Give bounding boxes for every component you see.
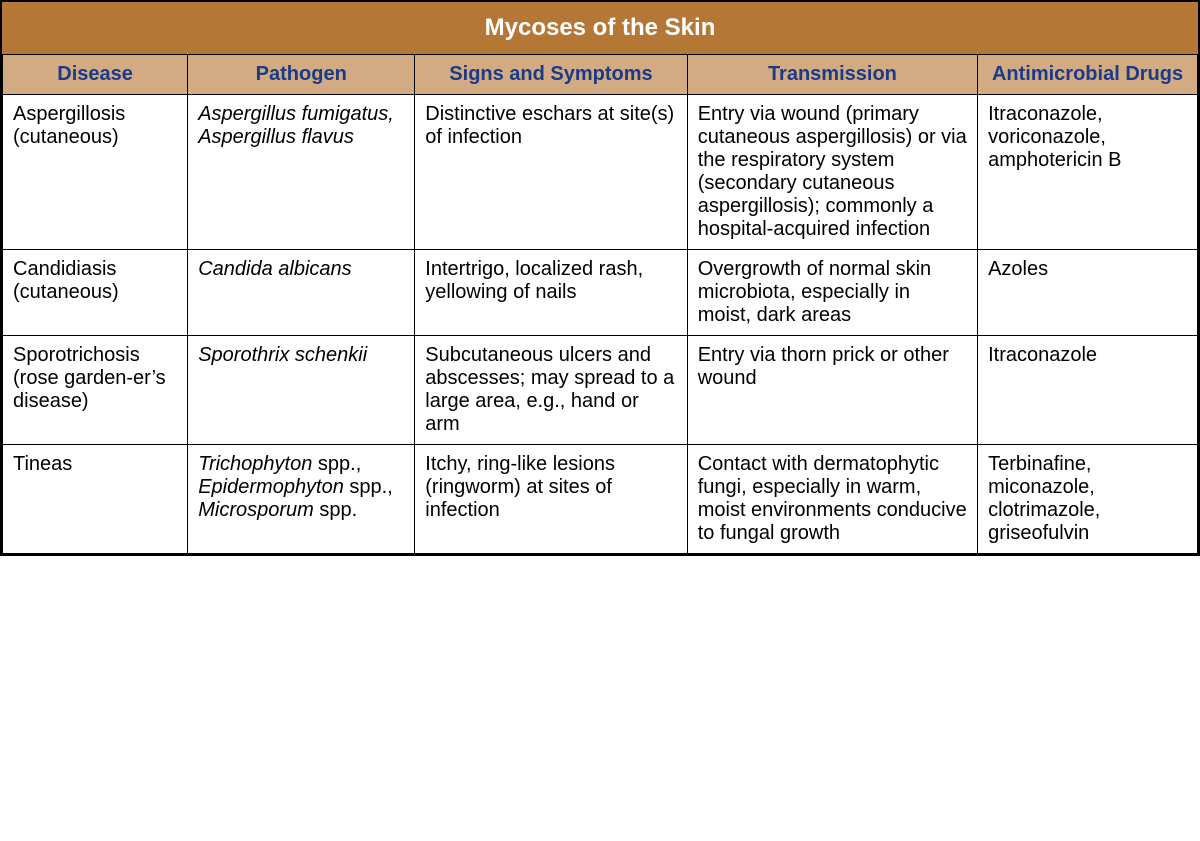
cell-disease: Tineas [3, 445, 188, 554]
cell-signs: Distinctive eschars at site(s) of infect… [415, 95, 687, 250]
cell-transmission: Overgrowth of normal skin microbiota, es… [687, 250, 977, 336]
cell-pathogen: Sporothrix schenkii [188, 336, 415, 445]
table-title: Mycoses of the Skin [2, 2, 1198, 54]
table-row: Candidiasis (cutaneous)Candida albicansI… [3, 250, 1198, 336]
table-row: Sporotrichosis (rose garden‑er’s disease… [3, 336, 1198, 445]
cell-pathogen: Candida albicans [188, 250, 415, 336]
cell-disease: Sporotrichosis (rose garden‑er’s disease… [3, 336, 188, 445]
cell-signs: Intertrigo, localized rash, yellowing of… [415, 250, 687, 336]
header-row: DiseasePathogenSigns and SymptomsTransmi… [3, 55, 1198, 95]
cell-drugs: Terbinafine, miconazole, clotrimazole, g… [978, 445, 1198, 554]
cell-disease: Candidiasis (cutaneous) [3, 250, 188, 336]
cell-drugs: Azoles [978, 250, 1198, 336]
col-header-1: Pathogen [188, 55, 415, 95]
table-head: DiseasePathogenSigns and SymptomsTransmi… [3, 55, 1198, 95]
cell-transmission: Entry via wound (primary cutaneous asper… [687, 95, 977, 250]
cell-pathogen: Trichophyton spp., Epidermophyton spp., … [188, 445, 415, 554]
col-header-2: Signs and Symptoms [415, 55, 687, 95]
cell-pathogen: Aspergillus fumigatus, Aspergillus flavu… [188, 95, 415, 250]
table-row: Aspergillosis (cutaneous)Aspergillus fum… [3, 95, 1198, 250]
cell-transmission: Entry via thorn prick or other wound [687, 336, 977, 445]
cell-drugs: Itraconazole, voriconazole, amphotericin… [978, 95, 1198, 250]
cell-transmission: Contact with dermatophytic fungi, especi… [687, 445, 977, 554]
data-table: DiseasePathogenSigns and SymptomsTransmi… [2, 54, 1198, 554]
col-header-3: Transmission [687, 55, 977, 95]
col-header-4: Antimicrobial Drugs [978, 55, 1198, 95]
cell-drugs: Itraconazole [978, 336, 1198, 445]
cell-signs: Itchy, ring-like lesions (ringworm) at s… [415, 445, 687, 554]
table-body: Aspergillosis (cutaneous)Aspergillus fum… [3, 95, 1198, 554]
col-header-0: Disease [3, 55, 188, 95]
mycoses-table: Mycoses of the Skin DiseasePathogenSigns… [0, 0, 1200, 556]
cell-disease: Aspergillosis (cutaneous) [3, 95, 188, 250]
table-row: TineasTrichophyton spp., Epidermophyton … [3, 445, 1198, 554]
cell-signs: Subcutaneous ulcers and abscesses; may s… [415, 336, 687, 445]
